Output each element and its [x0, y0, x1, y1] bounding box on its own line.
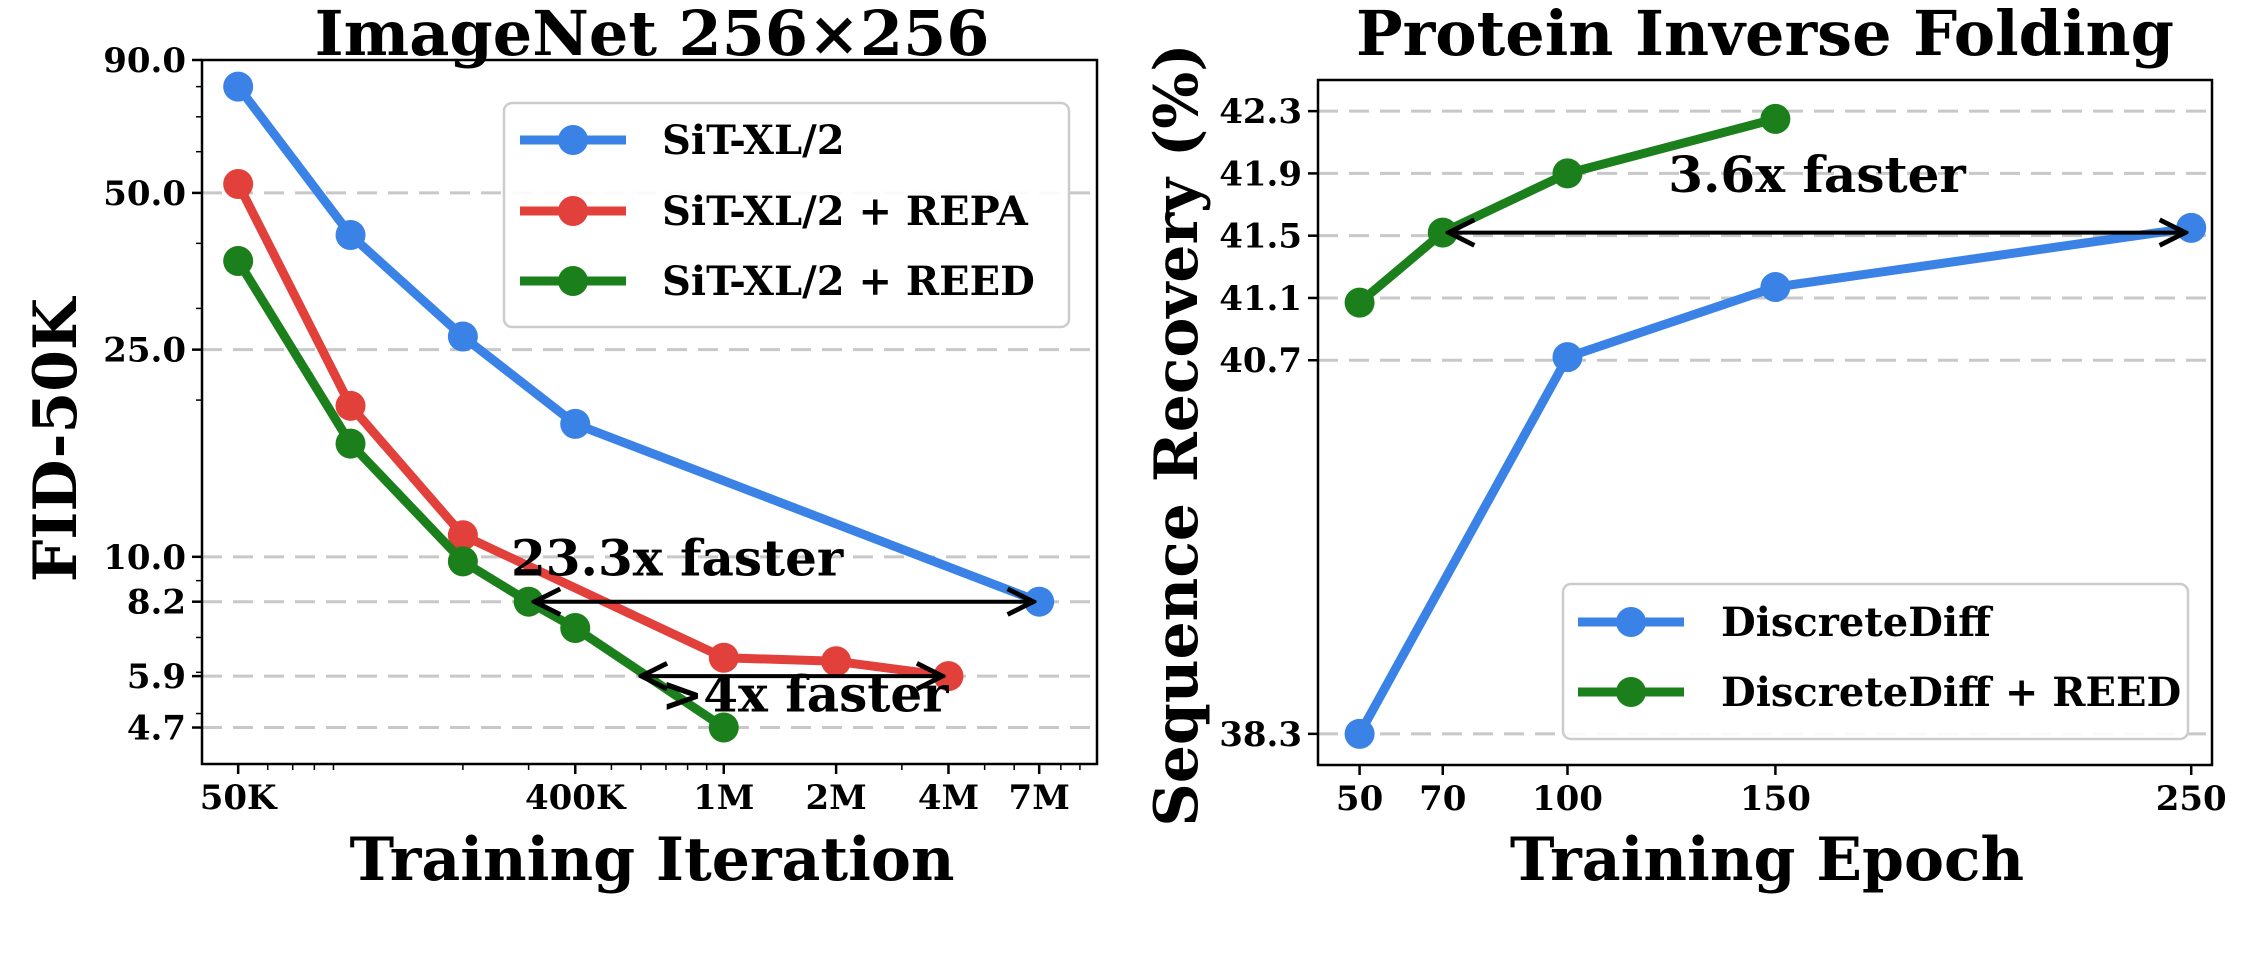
- series-group: [223, 71, 1055, 743]
- legend-label-reed: DiscreteDiff + REED: [1721, 669, 2181, 716]
- speedup-label: 23.3x faster: [511, 529, 844, 588]
- x-tick-label: 250: [2156, 779, 2227, 819]
- y-tick-label: 41.9: [1219, 154, 1302, 194]
- data-point-discretediff: [1552, 342, 1583, 373]
- legend: DiscreteDiff DiscreteDiff + REED: [1561, 582, 2190, 741]
- tick-labels: 90.0 50.0 25.0 10.0 8.2 5.9 4.7 50K 400K 1M 2M 4M 7M: [103, 41, 1081, 818]
- data-point-sit-xl-2-repa: [223, 169, 254, 200]
- annotations: 3.6x faster: [1449, 145, 2185, 232]
- legend-marker-reed: [1616, 677, 1646, 707]
- legend-marker-sit: [558, 125, 588, 155]
- x-tick-label: 4M: [918, 778, 979, 818]
- legend-label-discretediff: DiscreteDiff: [1721, 599, 1993, 646]
- legend-box: [1561, 582, 2190, 741]
- y-tick-label: 4.7: [127, 709, 186, 749]
- x-tick-label: 7M: [1009, 778, 1070, 818]
- data-point-discretediff: [1344, 718, 1375, 749]
- y-axis-label: Sequence Recovery (%): [1142, 43, 1212, 826]
- x-tick-label: 70: [1419, 779, 1466, 819]
- y-tick-label: 90.0: [103, 41, 186, 81]
- y-tick-label: 10.0: [103, 538, 186, 578]
- data-point-sit-xl-2-reed: [708, 712, 739, 743]
- data-point-sit-xl-2: [560, 408, 591, 439]
- series-line-discretediff: [1355, 223, 2192, 737]
- data-point-discretediff: [2176, 212, 2207, 243]
- y-tick-label: 42.3: [1219, 92, 1302, 132]
- x-tick-label: 50: [1336, 779, 1383, 819]
- data-point-sit-xl-2-reed: [447, 546, 478, 577]
- x-axis-label: Training Iteration: [349, 825, 954, 895]
- legend-marker-repa: [558, 196, 588, 226]
- data-point-sit-xl-2-reed: [560, 612, 591, 643]
- y-tick-label: 38.3: [1219, 715, 1302, 755]
- plot-frame: [1316, 78, 2214, 767]
- protein-chart: Protein Inverse Folding Training Epoch S…: [1142, 0, 2227, 895]
- imagenet-chart: ImageNet 256×256 Training Iteration FID-…: [21, 0, 1099, 895]
- data-point-discretediff-reed: [1760, 103, 1791, 134]
- chart-title: ImageNet 256×256: [315, 0, 990, 70]
- y-tick-label: 50.0: [103, 174, 186, 214]
- data-point-sit-xl-2: [447, 321, 478, 352]
- data-point-sit-xl-2-repa: [447, 520, 478, 551]
- y-tick-label: 40.7: [1219, 341, 1302, 381]
- y-tick-label: 5.9: [127, 657, 186, 697]
- y-axis-label: FID-50K: [21, 296, 91, 582]
- chart-title: Protein Inverse Folding: [1356, 0, 2174, 70]
- legend-box: [502, 101, 1071, 329]
- legend-label-sit: SiT-XL/2: [662, 117, 845, 164]
- data-point-sit-xl-2-reed: [223, 245, 254, 276]
- legend-marker-reed: [558, 266, 588, 296]
- legend-label-reed: SiT-XL/2 + REED: [662, 258, 1035, 305]
- legend-label-repa: SiT-XL/2 + REPA: [662, 188, 1029, 235]
- x-axis-label: Training Epoch: [1510, 825, 2024, 895]
- speedup-label: >4x faster: [661, 664, 949, 723]
- plot-frame: [200, 58, 1099, 766]
- data-point-sit-xl-2-repa: [335, 390, 366, 421]
- x-tick-label: 2M: [805, 778, 866, 818]
- tick-labels: 42.3 41.9 41.5 41.1 40.7 38.3 50 70 100 150 250: [1219, 92, 2227, 819]
- legend-marker-discretediff: [1616, 607, 1646, 637]
- x-tick-label: 1M: [693, 778, 754, 818]
- x-tick-label: 50K: [200, 778, 278, 818]
- y-tick-label: 25.0: [103, 331, 186, 371]
- data-point-sit-xl-2: [223, 71, 254, 102]
- annotations: 23.3x faster >4x faster: [511, 529, 1033, 723]
- legend: SiT-XL/2 SiT-XL/2 + REPA SiT-XL/2 + REED: [502, 101, 1071, 329]
- x-tick-label: 100: [1532, 779, 1603, 819]
- series-line-sit-xl-2-reed: [234, 258, 727, 732]
- x-tick-label: 400K: [525, 778, 627, 818]
- speedup-label: 3.6x faster: [1668, 145, 1966, 204]
- data-point-discretediff: [1760, 272, 1791, 303]
- series-line-discretediff-reed: [1356, 114, 1777, 307]
- data-point-discretediff-reed: [1344, 287, 1375, 318]
- y-tick-label: 41.5: [1219, 217, 1302, 257]
- y-tick-label: 8.2: [127, 583, 186, 623]
- y-tick-label: 41.1: [1219, 279, 1302, 319]
- data-point-sit-xl-2: [335, 220, 366, 251]
- data-point-sit-xl-2-reed: [335, 428, 366, 459]
- x-tick-label: 150: [1740, 779, 1811, 819]
- data-point-discretediff-reed: [1552, 158, 1583, 189]
